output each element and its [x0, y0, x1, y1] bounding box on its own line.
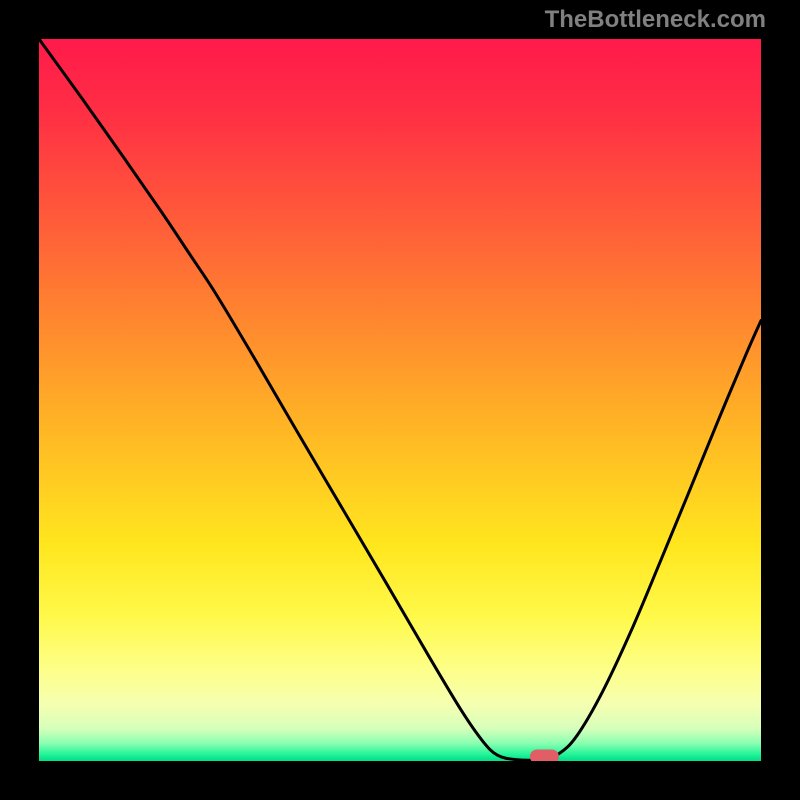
optimum-marker [530, 749, 559, 761]
chart-container: TheBottleneck.com [0, 0, 800, 800]
plot-area [39, 39, 761, 761]
watermark-text: TheBottleneck.com [545, 6, 766, 34]
gradient-background [39, 39, 761, 761]
